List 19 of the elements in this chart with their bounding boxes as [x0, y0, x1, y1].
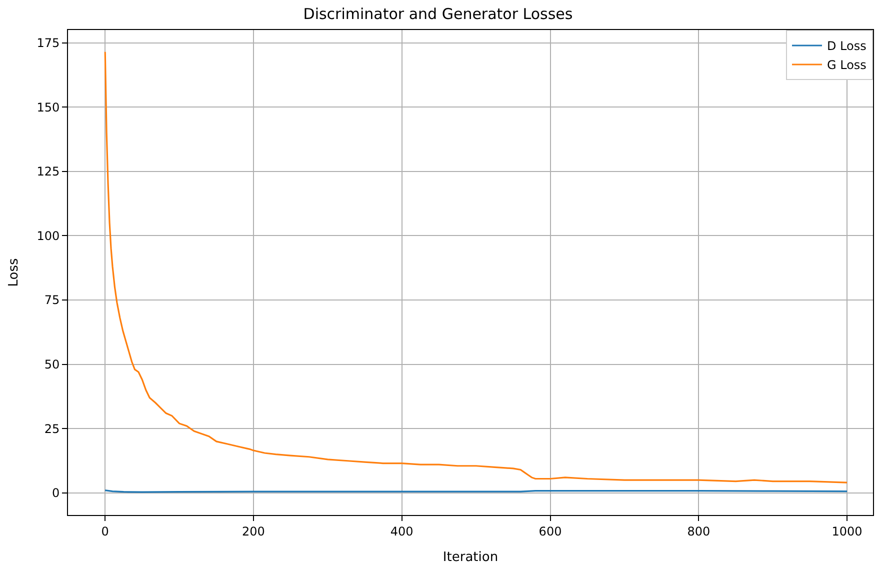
x-tick-label: 200	[242, 524, 265, 538]
x-tick-label: 0	[101, 524, 109, 538]
legend-label: G Loss	[827, 58, 866, 72]
chart-title: Discriminator and Generator Losses	[303, 4, 573, 23]
y-tick-label: 0	[52, 486, 60, 500]
y-tick-label: 50	[44, 358, 60, 372]
y-tick-label: 125	[36, 164, 60, 179]
x-tick-label: 400	[390, 524, 414, 538]
y-tick-label: 100	[36, 228, 60, 243]
x-axis-title: Iteration	[442, 550, 498, 565]
y-tick-label: 25	[44, 422, 60, 436]
x-tick-label: 800	[687, 524, 710, 538]
x-tick-label: 1000	[832, 524, 862, 538]
y-tick-label: 175	[36, 36, 60, 50]
y-tick-label: 75	[44, 293, 60, 308]
legend-label: D Loss	[827, 39, 866, 54]
y-tick-label: 150	[36, 100, 60, 114]
x-tick-label: 600	[538, 524, 562, 538]
y-axis-title: Loss	[6, 258, 22, 287]
